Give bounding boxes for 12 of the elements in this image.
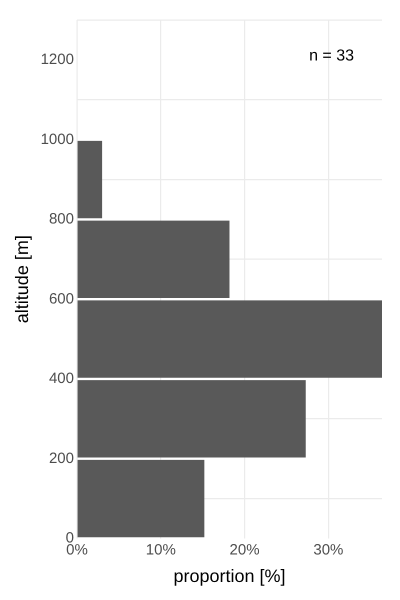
x-tick-label: 30% xyxy=(313,542,344,559)
y-tick-label: 600 xyxy=(48,290,74,308)
y-tick-label: 1200 xyxy=(40,51,74,68)
x-axis-title: proportion [%] xyxy=(173,566,286,586)
x-tick-label: 10% xyxy=(146,542,176,559)
y-tick-label: 800 xyxy=(48,210,74,228)
y-tick-label: 400 xyxy=(48,370,74,388)
y-tick-label: 1000 xyxy=(40,130,74,148)
y-axis-title: altitude [m] xyxy=(12,235,32,324)
y-tick-label: 200 xyxy=(48,450,74,467)
x-tick-label: 20% xyxy=(230,542,260,559)
annotation: n = 33 xyxy=(309,47,354,64)
